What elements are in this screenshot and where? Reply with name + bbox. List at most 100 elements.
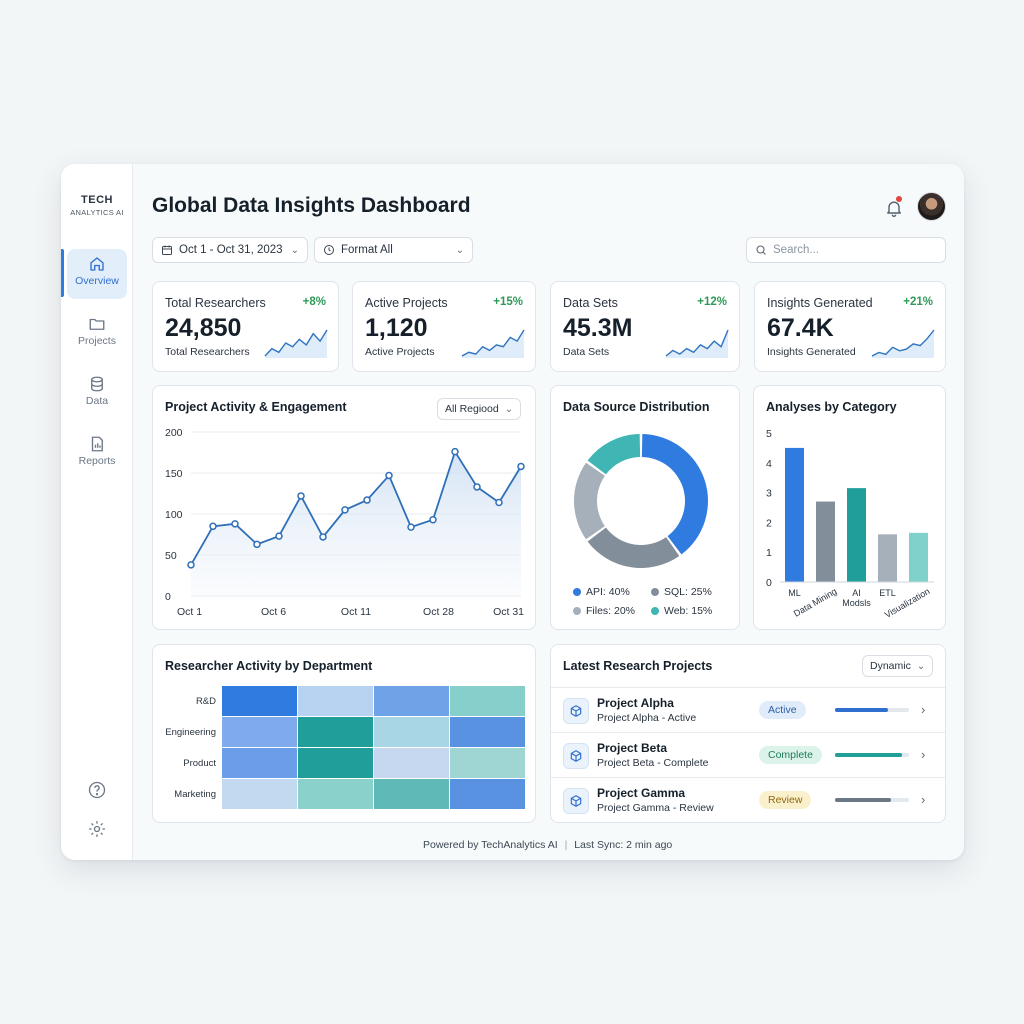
help-icon[interactable] <box>87 780 107 800</box>
sparkline-area <box>872 330 934 358</box>
sparkline-line <box>461 329 525 357</box>
y-tick-label: 200 <box>165 427 183 439</box>
donut-slice-sql <box>587 527 680 568</box>
kpi-value: 24,850 <box>165 314 242 342</box>
heatmap-cell[interactable] <box>222 686 297 716</box>
y-tick-label: 0 <box>766 577 772 589</box>
bar-1 <box>816 501 835 582</box>
kpi-sublabel: Total Researchers <box>165 346 250 358</box>
project-name: Project Alpha <box>597 696 674 710</box>
heatmap-cell[interactable] <box>298 748 373 778</box>
data-point <box>517 462 525 471</box>
x-tick-label: Oct 6 <box>261 606 286 618</box>
card-title: Researcher Activity by Department <box>165 659 373 673</box>
report-icon <box>91 436 103 452</box>
legend-files: Files: 20% <box>573 605 635 617</box>
chevron-right-icon[interactable]: › <box>921 792 926 807</box>
sparkline-line <box>665 329 729 357</box>
legend-web: Web: 15% <box>651 605 712 617</box>
data-source-card: Data Source Distribution API: 40% SQL: 2… <box>550 385 740 630</box>
heatmap-cell[interactable] <box>374 717 449 747</box>
x-tick-label: Oct 28 <box>423 606 454 618</box>
kpi-card-researchers[interactable]: Total Researchers +8% 24,850 Total Resea… <box>152 281 339 372</box>
heatmap-cell[interactable] <box>374 748 449 778</box>
kpi-sublabel: Insights Generated <box>767 346 856 358</box>
cube-icon <box>563 788 589 814</box>
kpi-value: 67.4K <box>767 314 834 342</box>
legend-label: Files: 20% <box>586 605 636 617</box>
progress-fill <box>835 753 902 757</box>
brand-name: TECH <box>81 194 113 206</box>
sidebar-item-overview[interactable]: Overview <box>67 249 127 299</box>
projects-card: Latest Research Projects Dynamic ⌄ Proje… <box>550 644 946 823</box>
data-point <box>253 540 261 549</box>
project-status-text: Project Alpha - Active <box>597 712 697 724</box>
project-name: Project Beta <box>597 741 668 755</box>
sidebar-item-data[interactable]: Data <box>67 369 127 419</box>
brand-logo: TECH ANALYTICS AI <box>61 194 133 217</box>
y-tick-label: 1 <box>766 547 772 559</box>
home-icon <box>90 257 104 271</box>
gear-icon[interactable] <box>87 819 107 839</box>
sidebar-item-reports[interactable]: Reports <box>67 429 127 479</box>
sparkline-line <box>871 329 935 357</box>
bell-icon[interactable] <box>884 198 904 218</box>
y-tick-label: 4 <box>766 458 772 470</box>
project-row[interactable]: Project Gamma Project Gamma - Review Rev… <box>551 777 945 822</box>
progress-fill <box>835 708 889 712</box>
cube-icon <box>563 743 589 769</box>
region-dropdown[interactable]: All Regiood ⌄ <box>437 398 522 420</box>
heatmap-cell[interactable] <box>450 779 525 809</box>
heatmap-cell[interactable] <box>450 686 525 716</box>
kpi-card-insights[interactable]: Insights Generated +21% 67.4K Insights G… <box>754 281 946 372</box>
heatmap-cell[interactable] <box>374 686 449 716</box>
kpi-card-datasets[interactable]: Data Sets +12% 45.3M Data Sets <box>550 281 740 372</box>
heatmap-cell[interactable] <box>374 779 449 809</box>
project-row[interactable]: Project Alpha Project Alpha - Active Act… <box>551 687 945 732</box>
kpi-value: 45.3M <box>563 314 633 342</box>
heatmap-cell[interactable] <box>298 686 373 716</box>
heatmap-cell[interactable] <box>450 717 525 747</box>
heatmap-cell[interactable] <box>450 748 525 778</box>
date-range-picker[interactable]: Oct 1 - Oct 31, 2023 ⌄ <box>152 237 308 263</box>
chevron-right-icon[interactable]: › <box>921 702 926 717</box>
y-tick-label: 100 <box>165 509 183 521</box>
data-point <box>187 561 195 569</box>
data-point <box>363 496 371 504</box>
data-point <box>429 515 437 524</box>
format-select[interactable]: Format All ⌄ <box>314 237 473 263</box>
sidebar-item-projects[interactable]: Projects <box>67 309 127 359</box>
heatmap-cell[interactable] <box>222 717 297 747</box>
app-window: TECH ANALYTICS AI Overview Projects Data… <box>61 164 964 860</box>
data-point <box>385 471 393 480</box>
legend-label: SQL: 25% <box>664 586 712 598</box>
heatmap-cell[interactable] <box>298 717 373 747</box>
sidebar: TECH ANALYTICS AI Overview Projects Data… <box>61 164 133 860</box>
avatar[interactable] <box>917 192 946 221</box>
heatmap-cell[interactable] <box>298 779 373 809</box>
donut-slice-files <box>574 462 605 540</box>
project-row[interactable]: Project Beta Project Beta - Complete Com… <box>551 732 945 777</box>
kpi-card-projects[interactable]: Active Projects +15% 1,120 Active Projec… <box>352 281 536 372</box>
kpi-delta: +12% <box>697 296 727 308</box>
data-point <box>451 447 459 456</box>
x-tick-label: Oct 31 <box>493 606 524 618</box>
heatmap-cell[interactable] <box>222 779 297 809</box>
data-point <box>473 483 481 491</box>
y-tick-label: 150 <box>165 468 183 480</box>
y-tick-label: 0 <box>165 591 171 603</box>
search-box[interactable] <box>746 237 946 263</box>
kpi-delta: +21% <box>903 296 933 308</box>
legend-label: API: 40% <box>586 586 630 598</box>
kpi-sublabel: Active Projects <box>365 346 435 358</box>
bar-3 <box>878 534 897 582</box>
sidebar-item-label: Reports <box>78 455 116 467</box>
line-area <box>191 451 521 596</box>
kpi-sparkline <box>665 329 729 358</box>
heatmap-cell[interactable] <box>222 748 297 778</box>
status-badge: Complete <box>759 746 822 764</box>
chevron-right-icon[interactable]: › <box>921 747 926 762</box>
search-input[interactable] <box>773 244 933 256</box>
data-point <box>297 492 305 500</box>
projects-dropdown[interactable]: Dynamic ⌄ <box>862 655 934 677</box>
